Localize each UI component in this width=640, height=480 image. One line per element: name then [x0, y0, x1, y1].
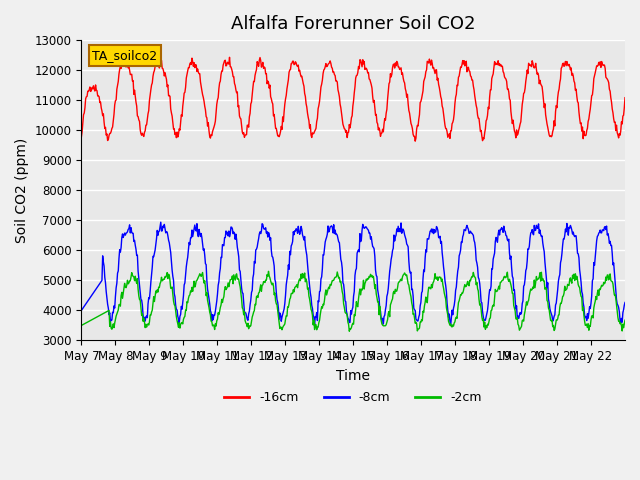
-8cm: [410, 305, 418, 311]
-16cm: [226, 54, 234, 60]
-16cm: [412, 138, 419, 144]
-8cm: [447, 323, 454, 328]
Line: -16cm: -16cm: [81, 57, 625, 141]
-16cm: [621, 95, 629, 101]
-8cm: [289, 229, 297, 235]
-8cm: [621, 300, 629, 305]
Legend: -16cm, -8cm, -2cm: -16cm, -8cm, -2cm: [220, 386, 487, 409]
Line: -8cm: -8cm: [81, 222, 625, 325]
-2cm: [621, 317, 629, 323]
-8cm: [269, 254, 276, 260]
-2cm: [77, 323, 85, 328]
Title: Alfalfa Forerunner Soil CO2: Alfalfa Forerunner Soil CO2: [231, 15, 476, 33]
-8cm: [157, 219, 164, 225]
Line: -2cm: -2cm: [81, 271, 625, 331]
-16cm: [441, 122, 449, 128]
Y-axis label: Soil CO2 (ppm): Soil CO2 (ppm): [15, 138, 29, 243]
-8cm: [77, 308, 85, 313]
-16cm: [242, 132, 250, 138]
-16cm: [269, 101, 276, 107]
-16cm: [77, 134, 85, 140]
-2cm: [269, 280, 276, 286]
-16cm: [141, 128, 149, 133]
-2cm: [411, 315, 419, 321]
-2cm: [441, 293, 449, 299]
-2cm: [289, 287, 297, 293]
-8cm: [141, 318, 149, 324]
-2cm: [346, 328, 353, 334]
-2cm: [241, 318, 249, 324]
Text: TA_soilco2: TA_soilco2: [92, 49, 157, 62]
-2cm: [265, 268, 273, 274]
-16cm: [289, 58, 297, 64]
-16cm: [410, 133, 418, 139]
X-axis label: Time: Time: [336, 369, 370, 383]
-8cm: [440, 270, 448, 276]
-8cm: [242, 310, 250, 316]
-2cm: [141, 325, 149, 331]
